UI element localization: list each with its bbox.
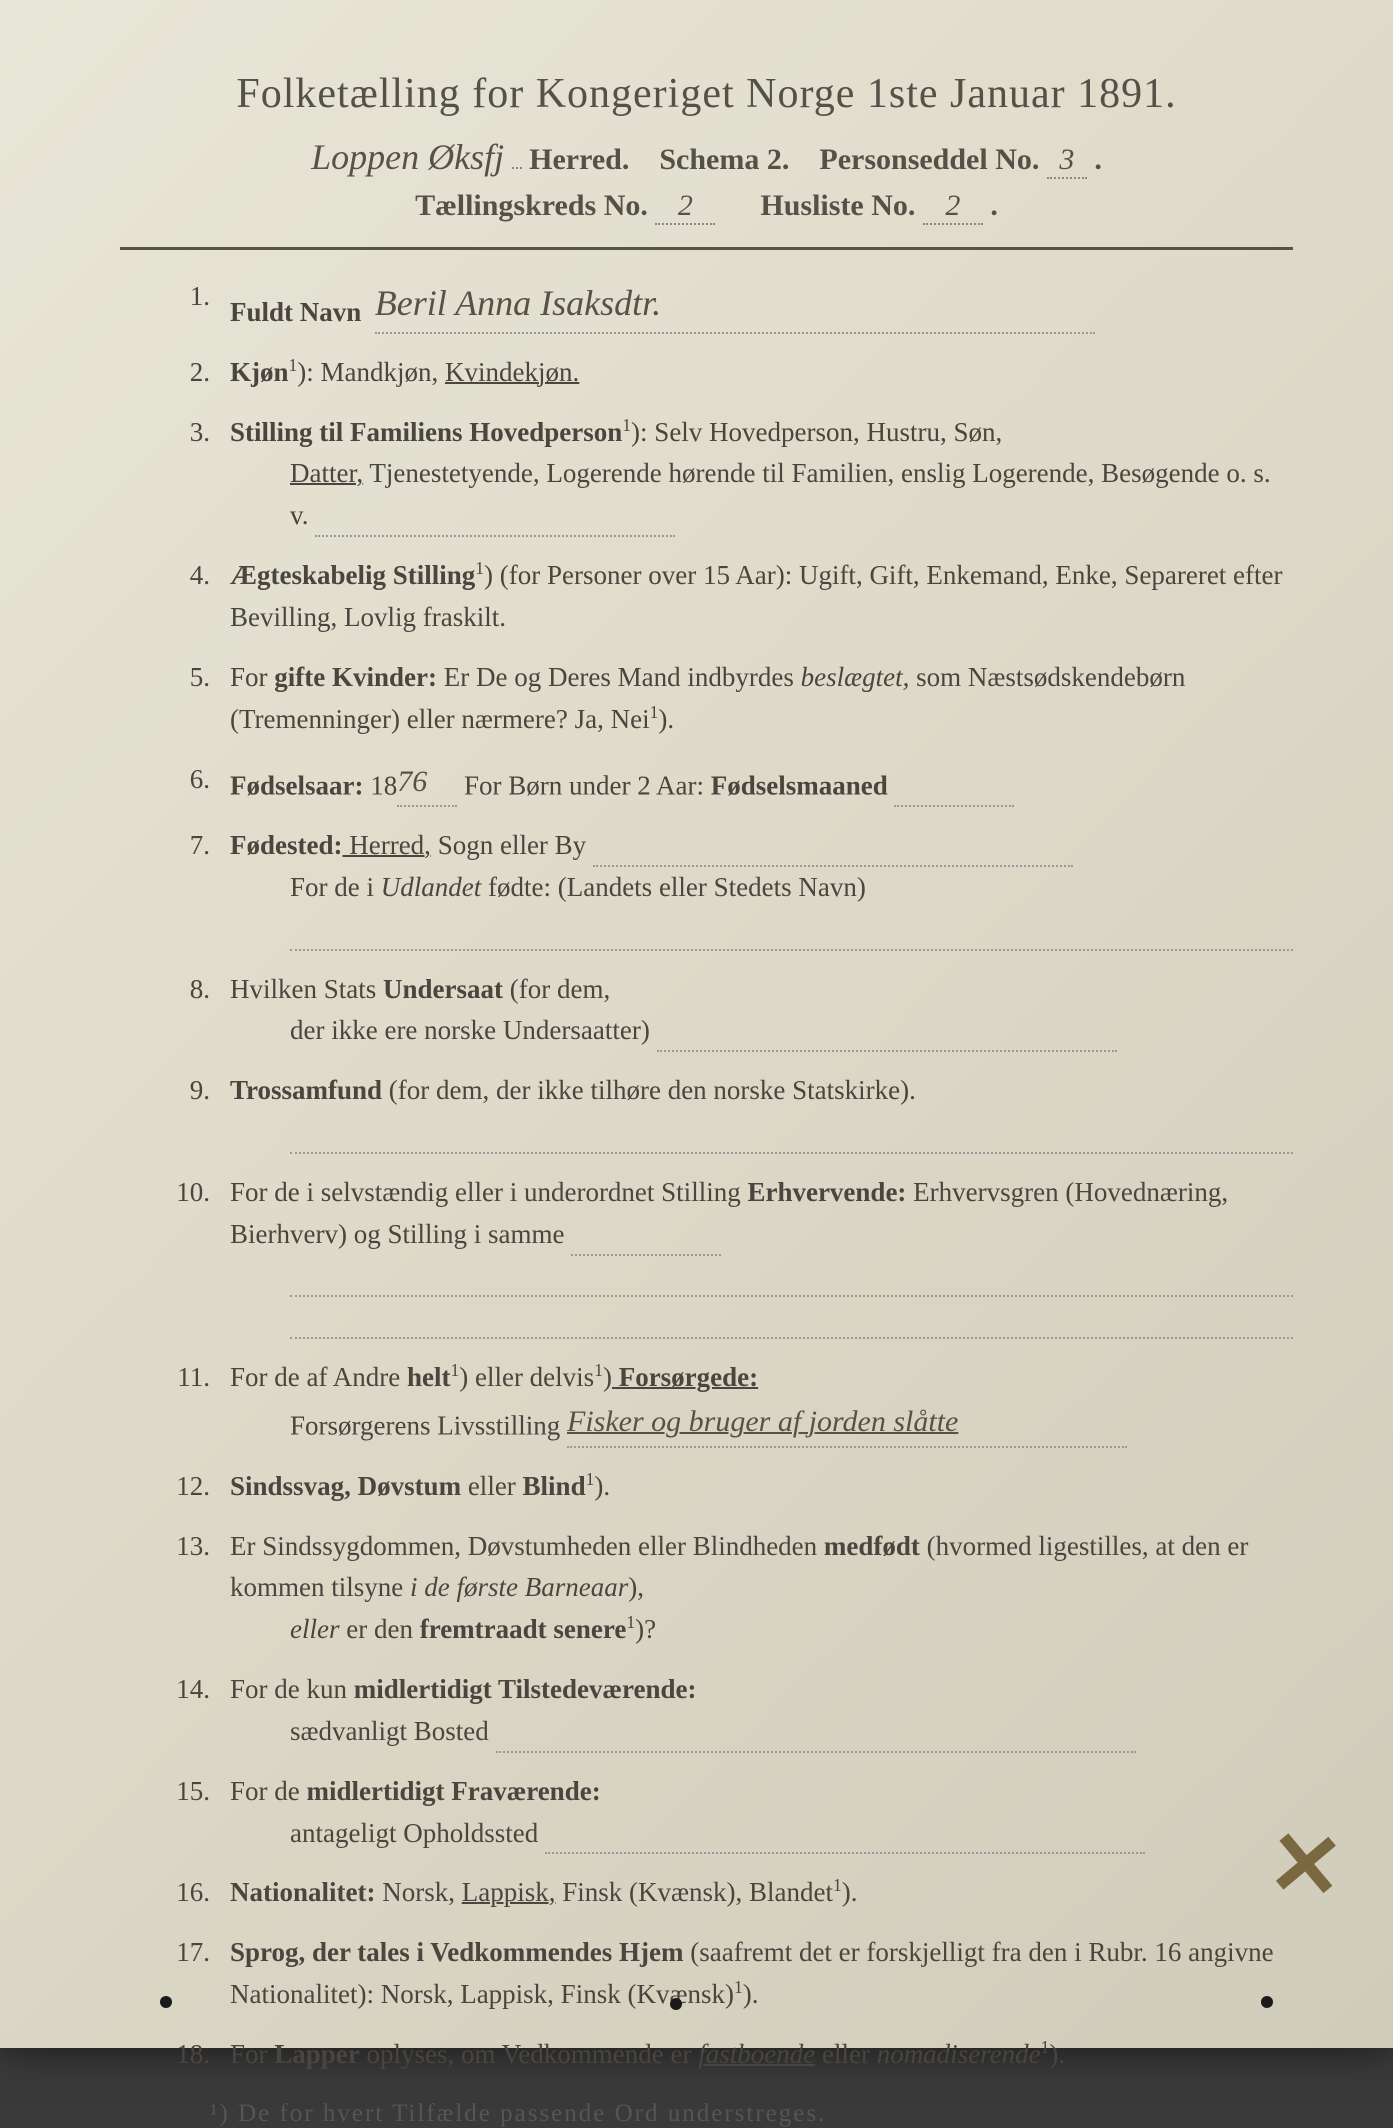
entry-13: 13. Er Sindssygdommen, Døvstumheden elle… [150,1526,1293,1652]
personseddel-label: Personseddel No. [819,143,1039,176]
header-line-1: Loppen Øksfj Herred. Schema 2. Personsed… [120,136,1293,179]
personseddel-no: 3 [1047,143,1087,179]
forsorger-livsstilling: Fisker og bruger af jorden slåtte [567,1399,1127,1448]
entry-18: 18. For Lapper oplyses, om Vedkommende e… [150,2034,1293,2076]
entry-12: 12. Sindssvag, Døvstum eller Blind1). [150,1466,1293,1508]
x-annotation: ✕ [1263,1810,1347,1921]
punch-hole-mid [670,1998,682,2010]
punch-hole-left [160,1996,172,2008]
entry-9: 9. Trossamfund (for dem, der ikke tilhør… [150,1070,1293,1154]
census-form-page: Folketælling for Kongeriget Norge 1ste J… [0,0,1393,2048]
herred-handwritten: Loppen Øksfj [311,137,504,177]
entry-3: 3. Stilling til Familiens Hovedperson1):… [150,412,1293,538]
fuldt-navn-value: Beril Anna Isaksdtr. [375,276,1095,334]
entry-2: 2. Kjøn1): Mandkjøn, Kvindekjøn. [150,352,1293,394]
husliste-label: Husliste No. [760,189,915,222]
entry-11: 11. For de af Andre helt1) eller delvis1… [150,1357,1293,1447]
entry-4: 4. Ægteskabelig Stilling1) (for Personer… [150,555,1293,639]
entry-8: 8. Hvilken Stats Undersaat (for dem, der… [150,969,1293,1053]
entry-5: 5. For gifte Kvinder: Er De og Deres Man… [150,657,1293,741]
birth-year: 76 [397,759,457,808]
entry-6: 6. Fødselsaar: 1876 For Børn under 2 Aar… [150,759,1293,808]
entry-17: 17. Sprog, der tales i Vedkommendes Hjem… [150,1932,1293,2016]
page-title: Folketælling for Kongeriget Norge 1ste J… [120,70,1293,118]
entry-16: 16. Nationalitet: Norsk, Lappisk, Finsk … [150,1872,1293,1914]
herred-label: Herred. [529,143,629,176]
entry-14: 14. For de kun midlertidigt Tilstedevære… [150,1669,1293,1753]
footnote: ¹) De for hvert Tilfælde passende Ord un… [120,2100,1293,2128]
kreds-no: 2 [655,189,715,225]
entry-15: 15. For de midlertidigt Fraværende: anta… [150,1771,1293,1855]
header-line-2: Tællingskreds No. 2 Husliste No. 2 . [120,189,1293,225]
schema-label: Schema 2. [659,143,789,176]
husliste-no: 2 [923,189,983,225]
form-entries: 1. Fuldt Navn Beril Anna Isaksdtr. 2. Kj… [120,276,1293,2076]
entry-1: 1. Fuldt Navn Beril Anna Isaksdtr. [150,276,1293,334]
punch-hole-right [1261,1996,1273,2008]
header-rule [120,247,1293,250]
kreds-label: Tællingskreds No. [415,189,648,222]
entry-10: 10. For de i selvstændig eller i underor… [150,1172,1293,1339]
entry-7: 7. Fødested: Herred, Sogn eller By For d… [150,825,1293,951]
